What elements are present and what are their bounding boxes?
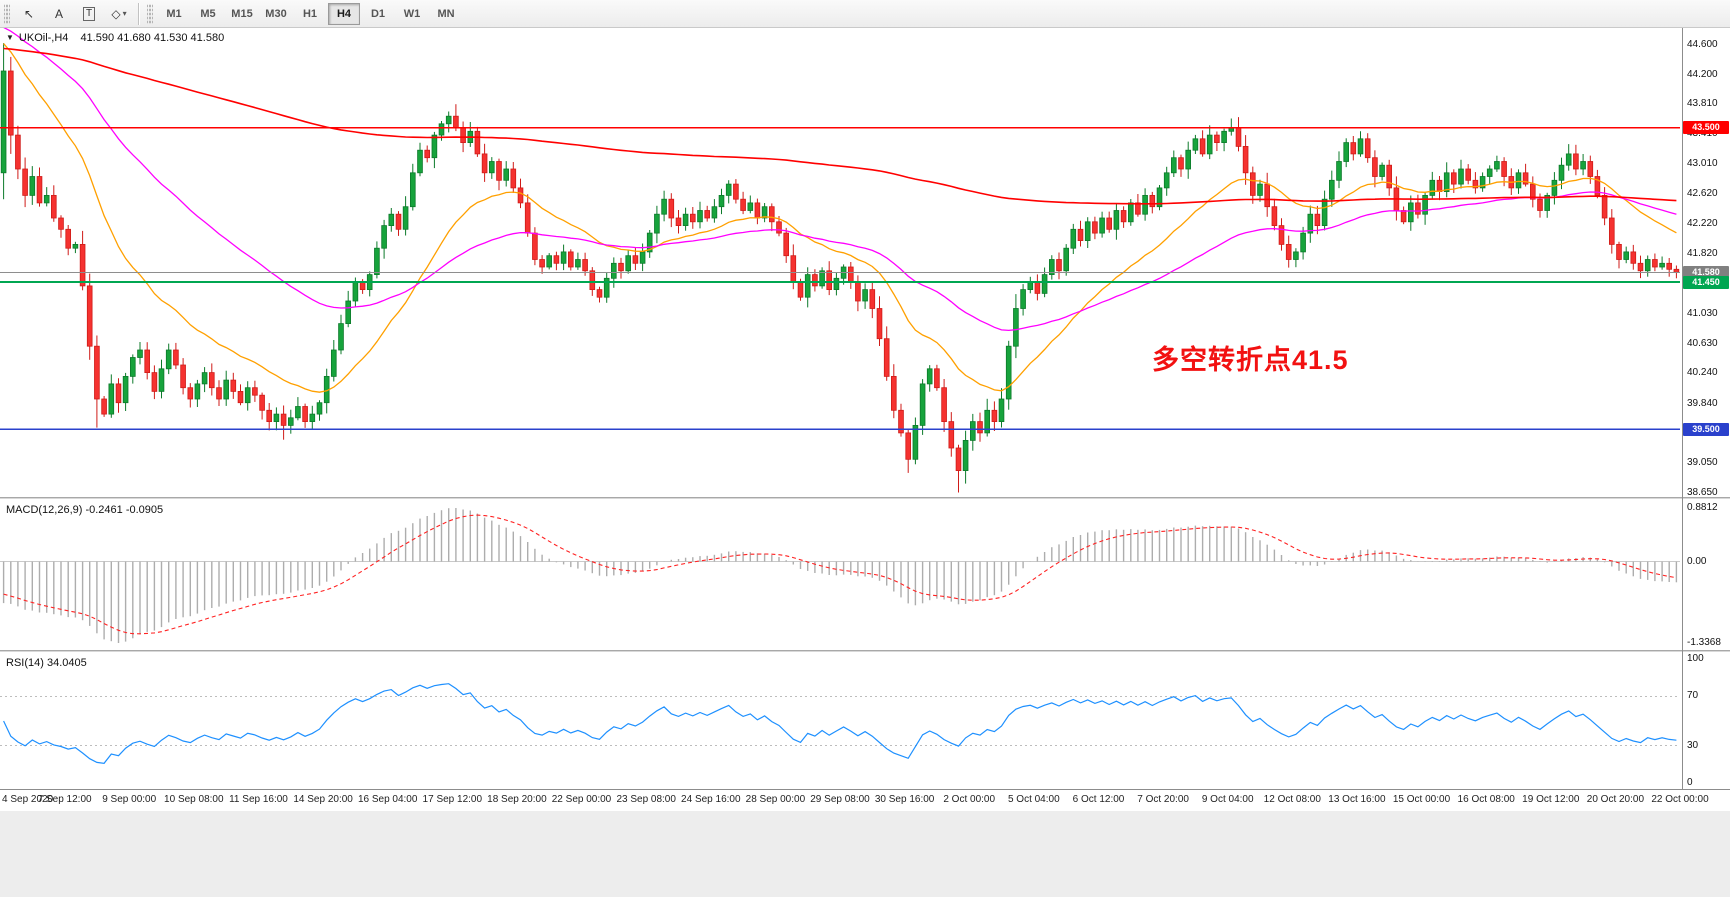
time-axis-label: 22 Oct 00:00 [1651,794,1709,805]
price-tag-39.500: 39.500 [1683,422,1729,436]
timeframe-m5[interactable]: M5 [200,7,216,20]
text-tool[interactable]: A [54,6,63,21]
time-axis-label: 19 Oct 12:00 [1522,794,1580,805]
rsi-axis-label: 100 [1687,653,1704,665]
time-axis-label: 12 Oct 08:00 [1263,794,1321,805]
time-axis-label: 22 Sep 00:00 [551,794,612,805]
time-axis-label: 7 Sep 12:00 [37,794,92,805]
time-axis-label: 23 Sep 08:00 [616,794,676,805]
price-axis-label: 42.220 [1687,218,1718,230]
price-axis-label: 40.630 [1687,337,1718,349]
timeframe-m15[interactable]: M15 [231,7,253,20]
collapse-chart-icon[interactable]: ▼ [6,33,14,42]
text-label-tool[interactable]: T [74,2,104,26]
time-axis-label: 16 Oct 08:00 [1457,794,1515,805]
time-axis-label: 13 Oct 16:00 [1328,794,1386,805]
price-tag-43.500: 43.500 [1683,121,1729,135]
time-axis-label: 17 Sep 12:00 [422,794,483,805]
time-axis-label: 20 Oct 20:00 [1586,794,1645,805]
time-axis-label: 4 Sep 2020 [2,794,54,805]
toolbar-grip-handle[interactable] [4,3,10,24]
price-axis-label: 42.620 [1687,187,1718,199]
macd-histogram [2,508,1678,643]
timeframes-group: M1 M5 M15 M30 H1 H4 D1 W1 MN [157,2,463,25]
time-axis-label: 2 Oct 00:00 [943,794,996,805]
time-axis-label: 24 Sep 16:00 [681,794,741,805]
timeframe-m30[interactable]: M30 [265,7,287,20]
rsi-indicator-label: RSI(14) 34.0405 [6,657,87,669]
price-axis-label: 43.810 [1687,98,1718,110]
timeframe-d1[interactable]: D1 [370,7,386,20]
time-axis-label: 11 Sep 16:00 [229,794,288,805]
chart-window: ▼ UKOil-,H4 41.590 41.680 41.530 41.580 MA… [0,28,1730,897]
price-axis-label: 40.240 [1687,367,1718,379]
time-axis-label: 9 Oct 04:00 [1201,794,1254,805]
price-axis-label: 39.050 [1687,457,1718,469]
ma-slow-red [3,47,1677,205]
shapes-tool[interactable]: ◇ ▾ [111,6,127,21]
time-axis-label: 10 Sep 08:00 [164,794,224,805]
rsi-line [3,683,1677,764]
price-axis-label: 44.600 [1687,38,1718,50]
price-chart-canvas[interactable] [0,28,1730,897]
price-axis-label: 39.840 [1687,397,1718,409]
time-axis-label: 5 Oct 04:00 [1007,794,1060,805]
timeframe-mn[interactable]: MN [437,7,455,20]
timeframe-w1[interactable]: W1 [403,7,421,20]
symbol-name: UKOil-,H4 [18,32,69,44]
price-axis-label: 41.030 [1687,307,1718,319]
ma-mid-magenta [3,28,1677,332]
rsi-axis-label: 30 [1687,739,1699,751]
timeframe-m1[interactable]: M1 [166,7,182,20]
time-axis-label: 7 Oct 20:00 [1137,794,1189,805]
timeframe-h1[interactable]: H1 [302,7,318,20]
timeframe-grip-handle[interactable] [147,3,153,24]
price-axis-label: 38.650 [1687,487,1718,499]
drawing-tools-group: ↖ A T ◇ ▾ [14,2,134,26]
price-axis-label: 41.820 [1687,248,1718,260]
cursor-tool[interactable]: ↖ [23,6,35,21]
main-toolbar: ↖ A T ◇ ▾ M1 M5 M15 M30 H1 H4 D1 W1 MN [0,0,1730,28]
rsi-axis-label: 70 [1687,690,1699,702]
time-axis-label: 18 Sep 20:00 [487,794,547,805]
time-axis-label: 14 Sep 20:00 [293,794,353,805]
time-axis-label: 30 Sep 16:00 [874,794,935,805]
price-axis-label: 44.200 [1687,68,1718,80]
toolbar-separator [138,2,139,25]
time-axis-label: 29 Sep 08:00 [810,794,870,805]
price-tag-41.580: 41.580 [1683,265,1729,279]
macd-signal-line [3,514,1677,635]
timeframe-h4[interactable]: H4 [328,2,360,25]
macd-indicator-label: MACD(12,26,9) -0.2461 -0.0905 [6,504,164,516]
chart-symbol-header: ▼ UKOil-,H4 41.590 41.680 41.530 41.580 [6,32,224,44]
time-axis-label: 15 Oct 00:00 [1392,794,1451,805]
ma-fast-orange [3,43,1677,393]
macd-axis-min: -1.3368 [1687,637,1721,648]
price-axis-label: 43.010 [1687,158,1718,170]
ohlc-readout: 41.590 41.680 41.530 41.580 [80,32,225,44]
time-axis-label: 28 Sep 00:00 [745,794,806,805]
time-axis-label: 6 Oct 12:00 [1072,794,1125,805]
rsi-axis-label: 0 [1687,776,1693,788]
chart-annotation-text: 多空转折点41.5 [1152,345,1349,375]
macd-axis-zero: 0.00 [1687,555,1707,567]
price-tag-41.450: 41.450 [1683,275,1729,289]
time-axis-label: 9 Sep 00:00 [102,794,157,805]
time-axis-label: 16 Sep 04:00 [357,794,418,805]
macd-axis-max: 0.8812 [1687,502,1718,513]
